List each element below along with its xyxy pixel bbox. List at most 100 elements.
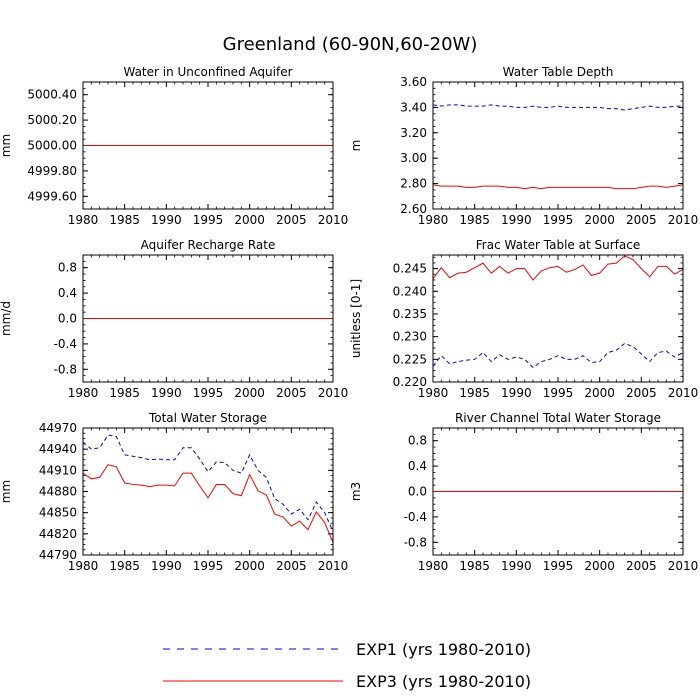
x-tick-label: 2010 — [318, 559, 349, 573]
y-axis-label: m — [349, 140, 363, 152]
y-tick-label: 0.235 — [393, 307, 427, 321]
plot-frame — [432, 254, 684, 383]
chart-panel-2: Water Table Depth m 1980 1985 1990 1995 2000 20… — [349, 65, 698, 227]
x-tick-label: 2010 — [668, 559, 699, 573]
x-tick-label: 1995 — [193, 213, 224, 227]
legend-label-exp3: EXP3 (yrs 1980-2010) — [356, 672, 531, 691]
x-tick-label: 1990 — [151, 559, 182, 573]
plot-frame — [432, 81, 684, 210]
x-tick-label: 2010 — [668, 386, 699, 400]
x-tick-label: 1980 — [68, 386, 99, 400]
plot-frame — [82, 81, 334, 210]
x-tick-label: 1980 — [68, 213, 99, 227]
x-tick-label: 1985 — [459, 213, 490, 227]
series-line-exp1 — [432, 342, 684, 369]
y-tick-label: 44970 — [39, 421, 77, 435]
x-tick-label: 2000 — [234, 386, 265, 400]
series-line-exp3 — [432, 255, 684, 281]
panel-title: Water in Unconfined Aquifer — [123, 65, 292, 79]
chart-panel-3: Aquifer Recharge Rate mm/d 1980 1985 1990 199… — [0, 238, 348, 400]
y-tick-label: 4999.60 — [27, 189, 77, 203]
panel-title: Aquifer Recharge Rate — [141, 238, 276, 252]
chart-panel-5: Total Water Storage mm 1980 1985 1990 1995 200… — [0, 411, 348, 573]
x-tick-label: 2000 — [234, 213, 265, 227]
x-tick-label: 1980 — [418, 386, 449, 400]
y-tick-label: 3.60 — [400, 75, 427, 89]
y-tick-label: 0.8 — [408, 434, 427, 448]
y-tick-label: 0.240 — [393, 284, 427, 298]
panels: Water in Unconfined Aquifer mm 1980 1985 199… — [0, 65, 698, 573]
x-tick-label: 1995 — [543, 559, 574, 573]
x-tick-label: 2005 — [276, 559, 307, 573]
x-tick-label: 1995 — [193, 559, 224, 573]
y-tick-label: 2.80 — [400, 177, 427, 191]
series-line-exp1 — [82, 434, 334, 532]
x-tick-label: 1985 — [459, 559, 490, 573]
x-tick-label: 1995 — [543, 213, 574, 227]
y-tick-label: 44850 — [39, 506, 77, 520]
y-tick-label: 5000.00 — [27, 139, 77, 153]
x-tick-label: 1990 — [151, 386, 182, 400]
x-tick-label: 1990 — [151, 213, 182, 227]
x-tick-label: 2010 — [318, 386, 349, 400]
x-tick-label: 1985 — [109, 559, 140, 573]
y-tick-label: 44940 — [39, 442, 77, 456]
x-tick-label: 1985 — [109, 213, 140, 227]
x-tick-label: 1985 — [109, 386, 140, 400]
y-tick-label: 3.00 — [400, 151, 427, 165]
y-tick-label: -0.8 — [54, 362, 77, 376]
y-tick-label: 0.0 — [58, 312, 77, 326]
y-tick-label: 0.0 — [408, 485, 427, 499]
x-tick-label: 1995 — [193, 386, 224, 400]
x-tick-label: 2000 — [584, 386, 615, 400]
y-tick-label: 2.60 — [400, 202, 427, 216]
y-axis-label: mm — [0, 134, 13, 157]
y-tick-label: 0.220 — [393, 375, 427, 389]
y-tick-label: 4999.80 — [27, 164, 77, 178]
x-tick-label: 2000 — [234, 559, 265, 573]
plot-frame — [432, 427, 684, 556]
chart-panel-1: Water in Unconfined Aquifer mm 1980 1985 199… — [0, 65, 348, 227]
y-tick-label: -0.4 — [54, 337, 77, 351]
panel-title: Total Water Storage — [148, 411, 267, 425]
chart-panel-6: River Channel Total Water Storage m3 1980 1… — [349, 411, 698, 573]
y-tick-label: 3.40 — [400, 100, 427, 114]
y-tick-label: 5000.40 — [27, 88, 77, 102]
x-tick-label: 2010 — [668, 213, 699, 227]
chart-panel-4: Frac Water Table at Surface unitless [0-1… — [349, 238, 698, 400]
y-axis-label: mm — [0, 480, 13, 503]
series-line-exp3 — [82, 464, 334, 543]
x-tick-label: 1980 — [418, 213, 449, 227]
y-tick-label: 0.8 — [58, 261, 77, 275]
y-tick-label: 44790 — [39, 548, 77, 562]
x-tick-label: 2005 — [276, 213, 307, 227]
y-tick-label: 0.4 — [408, 459, 427, 473]
y-tick-label: -0.4 — [404, 510, 427, 524]
figure-title: Greenland (60-90N,60-20W) — [223, 34, 478, 55]
legend-label-exp1: EXP1 (yrs 1980-2010) — [356, 640, 531, 659]
y-tick-label: 44910 — [39, 463, 77, 477]
y-tick-label: 0.230 — [393, 330, 427, 344]
panel-title: Frac Water Table at Surface — [476, 238, 640, 252]
x-tick-label: 2005 — [626, 559, 657, 573]
x-tick-label: 1990 — [501, 386, 532, 400]
y-tick-label: 44880 — [39, 485, 77, 499]
x-tick-label: 1985 — [459, 386, 490, 400]
y-tick-label: 5000.20 — [27, 113, 77, 127]
x-tick-label: 2010 — [318, 213, 349, 227]
x-tick-label: 2005 — [626, 213, 657, 227]
plot-frame — [82, 427, 334, 556]
x-tick-label: 1995 — [543, 386, 574, 400]
y-axis-label: mm/d — [0, 301, 13, 336]
panel-title: Water Table Depth — [503, 65, 614, 79]
x-tick-label: 1990 — [501, 213, 532, 227]
plot-frame — [82, 254, 334, 383]
x-tick-label: 2005 — [626, 386, 657, 400]
y-tick-label: 0.4 — [58, 286, 77, 300]
y-tick-label: 0.245 — [393, 262, 427, 276]
x-tick-label: 2000 — [584, 559, 615, 573]
x-tick-label: 1980 — [68, 559, 99, 573]
panel-title: River Channel Total Water Storage — [455, 411, 661, 425]
series-line-exp1 — [432, 104, 683, 111]
